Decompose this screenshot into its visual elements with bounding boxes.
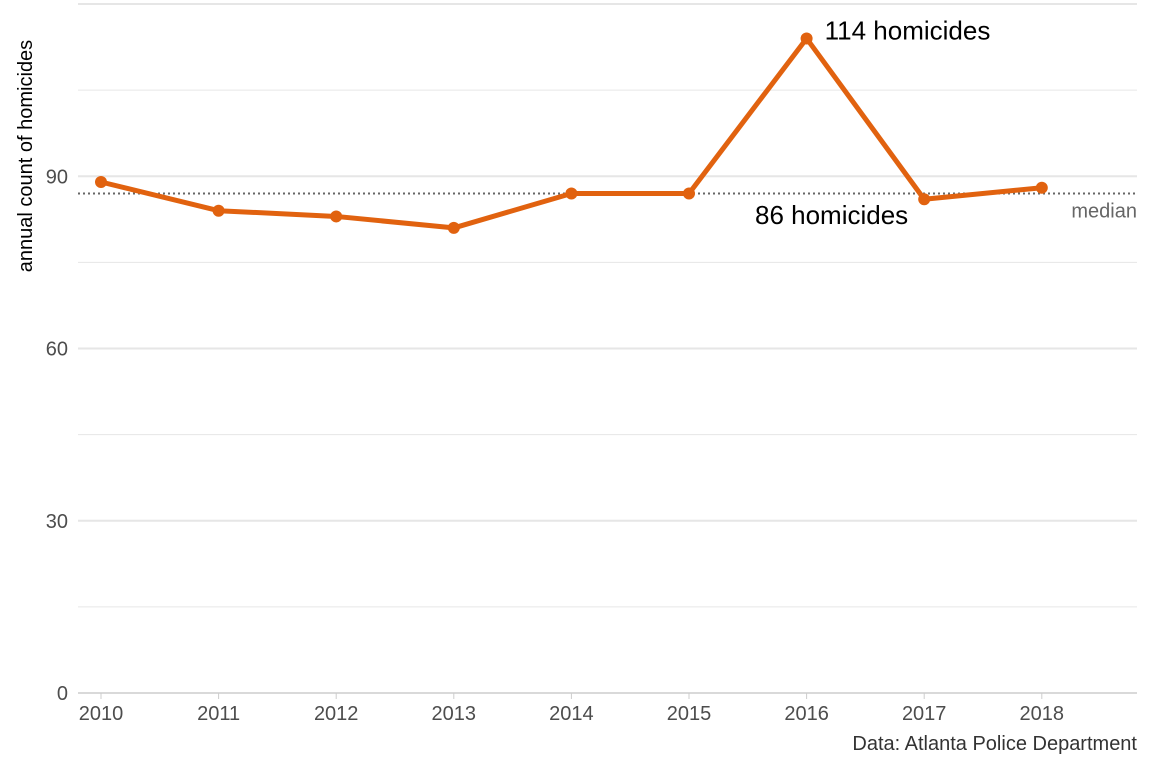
data-point [1035,181,1048,194]
x-tick-label: 2017 [902,703,947,725]
data-point [918,193,931,206]
x-tick-label: 2010 [79,703,124,725]
annotations: 114 homicides 86 homicides [755,15,990,230]
series-group [95,32,1048,234]
x-tick-label: 2018 [1020,703,1065,725]
data-source-caption: Data: Atlanta Police Department [852,733,1137,755]
x-ticks: 2010 2011 2012 2013 2014 2015 2016 2017 2018 [79,693,1064,725]
data-point [95,175,107,188]
data-point [683,187,695,200]
y-tick-label: 30 [46,511,68,533]
y-tick-label: 90 [46,166,68,188]
x-tick-label: 2015 [667,703,712,725]
data-point [800,32,813,45]
annotation-label: 114 homicides [825,15,991,45]
data-point [447,221,460,234]
y-ticks: 0 30 60 90 [46,166,68,705]
annotation-label: 86 homicides [755,200,908,230]
x-tick-label: 2011 [197,703,240,725]
data-point [212,204,225,217]
data-point [565,187,578,200]
x-tick-label: 2013 [432,703,477,725]
y-axis-label: annual count of homicides [15,40,37,272]
median-label: median [1071,200,1137,222]
y-tick-label: 0 [57,683,68,705]
y-tick-label: 60 [46,339,68,361]
grid [78,3,1137,694]
data-point [330,210,343,223]
x-tick-label: 2012 [314,703,359,725]
median-group: median [78,192,1137,222]
x-tick-label: 2014 [549,703,594,725]
x-tick-label: 2016 [784,703,829,725]
